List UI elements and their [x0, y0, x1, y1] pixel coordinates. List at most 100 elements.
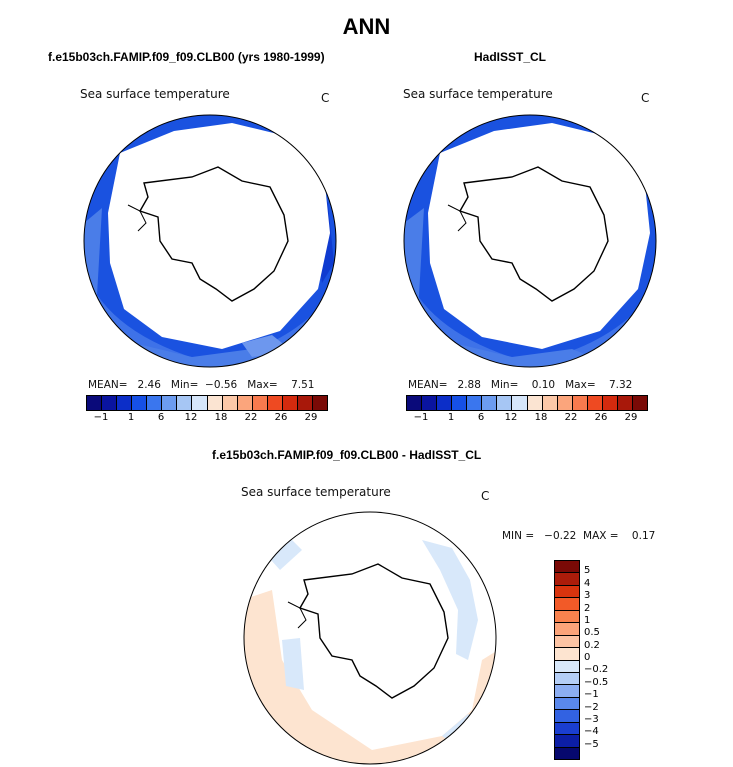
panel-1-variable-label: Sea surface temperature: [80, 87, 230, 101]
colorbar-swatch: [512, 396, 528, 410]
diff-colorbar-tick-label: −1: [584, 689, 599, 701]
colorbar-swatch: [467, 396, 483, 410]
colorbar-swatch: [617, 396, 633, 410]
panel-2-polar-map: [403, 114, 657, 368]
colorbar-swatch: [267, 396, 283, 410]
colorbar-tick-label: 22: [244, 412, 258, 423]
colorbar-tick-label: 12: [504, 412, 518, 423]
colorbar-swatch: [452, 396, 468, 410]
colorbar-tick-label: 26: [274, 412, 288, 423]
diff-colorbar-swatch: [555, 722, 579, 736]
panel-1-stats: MEAN= 2.46 Min= −0.56 Max= 7.51: [88, 379, 315, 391]
diff-title: f.e15b03ch.FAMIP.f09_f09.CLB00 - HadISST…: [212, 448, 482, 462]
colorbar-swatch: [192, 396, 208, 410]
colorbar-swatch: [602, 396, 618, 410]
colorbar-swatch: [557, 396, 573, 410]
panel-1-colorbar: [86, 395, 328, 411]
colorbar-tick-label: 1: [447, 412, 455, 423]
diff-colorbar-swatch: [555, 747, 579, 759]
colorbar-swatch: [162, 396, 178, 410]
colorbar-swatch: [527, 396, 543, 410]
panel-2-colorbar-ticks: −1 1 6 12 18 22 26 29: [406, 412, 646, 426]
colorbar-tick-label: 22: [564, 412, 578, 423]
diff-colorbar-tick-label: −0.2: [584, 664, 609, 676]
colorbar-tick-label: −1: [413, 412, 429, 423]
diff-colorbar-swatch: [555, 672, 579, 686]
diff-unit-label: C: [481, 489, 490, 503]
colorbar-swatch: [422, 396, 438, 410]
panel-2-title: HadISST_CL: [474, 50, 547, 64]
diff-colorbar-tick-label: 5: [584, 565, 591, 577]
colorbar-swatch: [482, 396, 498, 410]
diff-colorbar-swatch: [555, 598, 579, 611]
diff-colorbar-swatch: [555, 561, 579, 574]
diff-colorbar-tick-label: 1: [584, 614, 591, 626]
panel-2-unit-label: C: [641, 91, 650, 105]
colorbar-tick-label: 12: [184, 412, 198, 423]
diff-colorbar-tick-label: −2: [584, 701, 599, 713]
diff-colorbar-tick-label: −0.5: [584, 676, 609, 688]
diff-colorbar-swatch: [555, 648, 579, 661]
colorbar-swatch: [237, 396, 253, 410]
panel-2-colorbar: [406, 395, 648, 411]
diff-colorbar-swatch: [555, 585, 579, 599]
diff-colorbar-tick-label: 4: [584, 577, 591, 589]
colorbar-swatch: [207, 396, 223, 410]
colorbar-tick-label: 18: [534, 412, 548, 423]
colorbar-swatch: [132, 396, 148, 410]
diff-polar-map: [243, 511, 497, 765]
diff-colorbar-swatch: [555, 610, 579, 624]
colorbar-swatch: [497, 396, 513, 410]
main-title: ANN: [342, 14, 391, 39]
panel-1-unit-label: C: [321, 91, 330, 105]
diff-colorbar-swatch: [555, 635, 579, 649]
diff-variable-label: Sea surface temperature: [241, 485, 391, 499]
diff-colorbar-tick-label: 2: [584, 602, 591, 614]
colorbar-tick-label: 1: [127, 412, 135, 423]
colorbar-swatch: [407, 396, 423, 410]
colorbar-swatch: [282, 396, 298, 410]
colorbar-swatch: [587, 396, 603, 410]
colorbar-swatch: [572, 396, 588, 410]
diff-colorbar-swatch: [555, 623, 579, 636]
colorbar-tick-label: −1: [93, 412, 109, 423]
colorbar-swatch: [222, 396, 238, 410]
colorbar-tick-label: 26: [594, 412, 608, 423]
colorbar-tick-label: 6: [157, 412, 165, 423]
diff-colorbar-tick-label: −5: [584, 738, 599, 750]
colorbar-tick-label: 29: [624, 412, 638, 423]
colorbar-swatch: [542, 396, 558, 410]
colorbar-swatch: [437, 396, 453, 410]
colorbar-swatch: [297, 396, 313, 410]
diff-minmax: MIN = −0.22 MAX = 0.17: [502, 530, 656, 542]
diff-colorbar-tick-label: −4: [584, 726, 599, 738]
diff-colorbar-swatch: [555, 660, 579, 673]
panel-1-title: f.e15b03ch.FAMIP.f09_f09.CLB00 (yrs 1980…: [48, 50, 325, 64]
diff-colorbar-ticks: 5 4 3 2 1 0.5 0.2 0 −0.2 −0.5 −1 −2 −3 −4 −5: [584, 560, 644, 758]
diff-colorbar-tick-label: 0.2: [584, 639, 600, 651]
colorbar-swatch: [87, 396, 103, 410]
colorbar-tick-label: 29: [304, 412, 318, 423]
diff-colorbar-tick-label: 3: [584, 590, 591, 602]
colorbar-swatch: [632, 396, 647, 410]
colorbar-swatch: [312, 396, 327, 410]
colorbar-swatch: [177, 396, 193, 410]
diff-colorbar-swatch: [555, 685, 579, 698]
diff-colorbar-tick-label: −3: [584, 713, 599, 725]
colorbar-tick-label: 18: [214, 412, 228, 423]
panel-1-colorbar-ticks: −1 1 6 12 18 22 26 29: [86, 412, 326, 426]
diff-colorbar-swatch: [555, 573, 579, 586]
diff-colorbar-swatch: [555, 710, 579, 723]
colorbar-swatch: [117, 396, 133, 410]
panel-2-stats: MEAN= 2.88 Min= 0.10 Max= 7.32: [408, 379, 633, 391]
colorbar-swatch: [252, 396, 268, 410]
colorbar-swatch: [102, 396, 118, 410]
diff-colorbar-swatch: [555, 735, 579, 748]
colorbar-tick-label: 6: [477, 412, 485, 423]
panel-1-polar-map: [83, 114, 337, 368]
diff-colorbar-swatch: [555, 697, 579, 711]
diff-colorbar-tick-label: 0: [584, 652, 591, 663]
diff-colorbar-tick-label: 0.5: [584, 627, 600, 639]
colorbar-swatch: [147, 396, 163, 410]
diff-colorbar: [554, 560, 580, 760]
